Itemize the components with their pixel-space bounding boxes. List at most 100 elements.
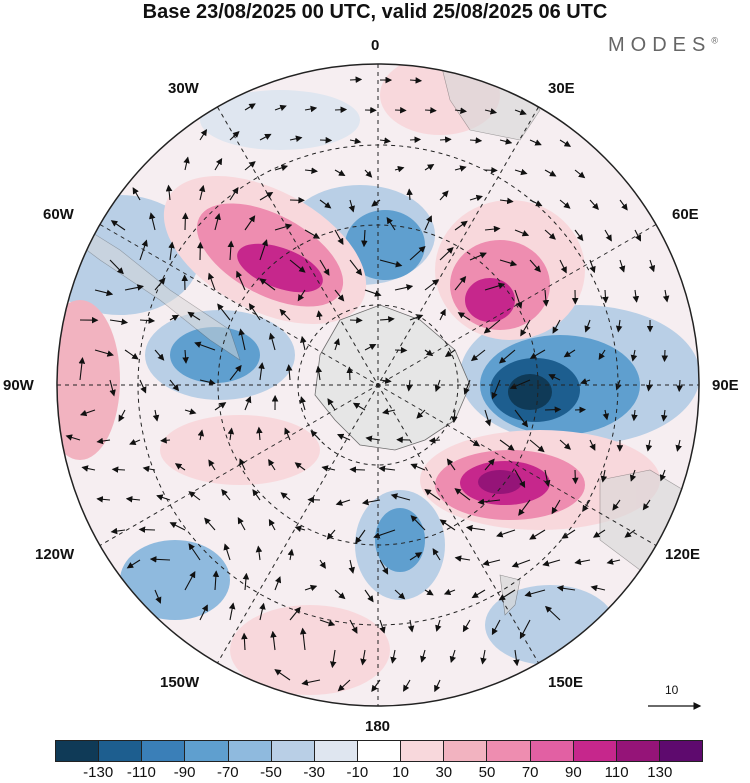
wind-arrow	[154, 589, 162, 604]
wind-arrow	[188, 543, 201, 561]
colorbar-tick-label: -10	[346, 764, 369, 781]
wind-arrow	[284, 427, 291, 441]
wind-arrow	[630, 349, 638, 362]
wind-arrow	[349, 316, 363, 324]
wind-arrow	[242, 572, 250, 591]
wind-arrow	[364, 289, 382, 297]
wind-arrow	[409, 136, 422, 144]
wind-arrow	[96, 437, 111, 445]
wind-arrow	[454, 488, 471, 501]
wind-arrow	[315, 365, 323, 381]
wind-arrow	[632, 289, 640, 303]
wind-arrow	[491, 619, 501, 636]
colorbar-tick-label: 10	[392, 764, 409, 781]
wind-arrow	[182, 349, 189, 364]
colorbar-tick-label: -30	[303, 764, 326, 781]
wind-arrow	[648, 259, 656, 273]
wind-arrow	[294, 462, 306, 471]
wind-arrow	[349, 466, 366, 473]
colorbar-tick-label: 30	[435, 764, 453, 781]
wind-arrow	[187, 311, 201, 321]
colorbar-swatch	[486, 741, 530, 761]
wind-arrow	[109, 259, 124, 275]
wind-arrow	[199, 604, 208, 621]
wind-arrow	[439, 136, 452, 143]
wind-arrow	[518, 499, 531, 516]
wind-arrow	[378, 465, 396, 473]
wind-arrow	[379, 137, 391, 144]
wind-arrow	[604, 229, 612, 242]
wind-arrow	[602, 409, 610, 421]
wind-arrow	[511, 559, 531, 568]
polar-stereographic-map[interactable]	[0, 0, 750, 735]
colorbar-tick-label: -130	[83, 764, 114, 781]
wind-arrow	[424, 164, 435, 171]
wind-arrow	[543, 469, 551, 487]
wind-arrow	[470, 349, 486, 362]
colorbar-tick-label: 50	[478, 764, 496, 781]
wind-arrow	[124, 349, 139, 360]
wind-arrow	[241, 632, 248, 651]
wind-arrow	[480, 649, 487, 665]
wind-arrow	[78, 357, 86, 381]
wind-arrow	[498, 589, 516, 601]
wind-arrow	[334, 589, 346, 600]
wind-arrow	[563, 349, 576, 358]
wind-arrow	[258, 362, 265, 381]
map-title: Base 23/08/2025 00 UTC, valid 25/08/2025…	[142, 1, 608, 23]
wind-arrow	[529, 439, 545, 453]
wind-arrow	[496, 529, 516, 538]
wind-arrow	[424, 107, 437, 114]
wind-arrow	[81, 465, 96, 472]
wind-arrow	[125, 495, 141, 503]
wind-arrow	[432, 548, 441, 561]
wind-arrow	[548, 374, 561, 381]
wind-arrow	[424, 279, 440, 291]
wind-arrow	[386, 216, 396, 231]
modes-logo: MODES®	[608, 34, 718, 56]
wind-arrow	[139, 239, 148, 261]
wind-arrow	[355, 529, 366, 544]
lon-label-60w: 60W	[43, 206, 74, 223]
wind-arrow	[319, 259, 330, 276]
wind-arrow	[221, 488, 231, 501]
wind-arrow	[118, 409, 126, 422]
wind-arrow	[542, 559, 561, 567]
wind-arrow	[462, 619, 471, 633]
wind-arrow	[304, 584, 318, 592]
lon-label-120w: 120W	[35, 546, 75, 563]
wind-arrow	[336, 433, 351, 441]
colorbar-swatch	[443, 741, 487, 761]
wind-arrow	[334, 289, 345, 302]
wind-arrow	[465, 524, 486, 532]
wind-arrow	[238, 328, 246, 351]
wind-arrow	[580, 378, 591, 385]
wind-arrow	[327, 398, 336, 411]
wind-arrow	[379, 559, 389, 575]
reference-vector-label: 10	[665, 683, 679, 697]
wind-arrow	[552, 319, 561, 334]
colorbar	[55, 740, 703, 762]
colorbar-swatch	[529, 741, 573, 761]
wind-arrow	[129, 438, 141, 446]
wind-arrow	[199, 128, 207, 141]
wind-arrow	[268, 518, 276, 531]
wind-arrow	[259, 192, 274, 201]
colorbar-tick-label: -90	[173, 764, 196, 781]
wind-arrow	[228, 602, 236, 621]
wind-arrow	[661, 349, 669, 363]
wind-arrow	[96, 496, 111, 503]
wind-arrow	[390, 493, 411, 501]
wind-arrow	[248, 303, 261, 321]
wind-arrow	[334, 229, 344, 246]
wind-arrow	[348, 199, 355, 213]
wind-arrow	[624, 529, 636, 538]
colorbar-swatch	[98, 741, 142, 761]
wind-arrow	[606, 558, 621, 565]
wind-arrow	[304, 105, 318, 113]
wind-arrow	[132, 187, 141, 201]
colorbar-tick-label: -50	[260, 764, 282, 781]
south-pole-marker	[376, 383, 380, 387]
wind-arrow	[364, 343, 377, 351]
wind-arrow	[584, 319, 591, 333]
